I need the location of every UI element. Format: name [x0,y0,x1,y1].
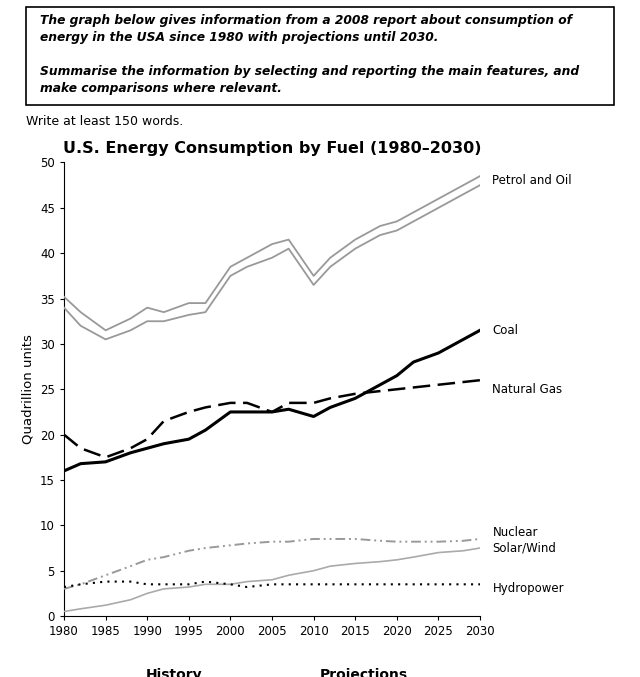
Text: Hydropower: Hydropower [492,582,564,595]
Title: U.S. Energy Consumption by Fuel (1980–2030): U.S. Energy Consumption by Fuel (1980–20… [63,141,481,156]
Text: Coal: Coal [492,324,518,337]
Text: Nuclear: Nuclear [492,526,538,539]
Text: Natural Gas: Natural Gas [492,383,563,396]
Y-axis label: Quadrillion units: Quadrillion units [22,334,35,444]
Text: Projections: Projections [319,668,408,677]
Text: Solar/Wind: Solar/Wind [492,542,556,554]
Text: Petrol and Oil: Petrol and Oil [492,174,572,187]
Text: History: History [146,668,202,677]
Text: The graph below gives information from a 2008 report about consumption of
energy: The graph below gives information from a… [40,14,579,95]
Text: Write at least 150 words.: Write at least 150 words. [26,115,183,129]
